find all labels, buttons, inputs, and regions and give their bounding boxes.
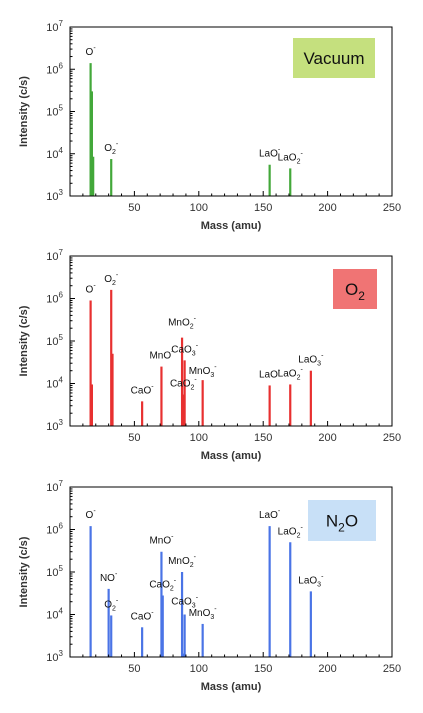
x-axis-label: Mass (amu) xyxy=(201,220,262,232)
peak-label: LaO2- xyxy=(278,366,304,381)
x-axis-label: Mass (amu) xyxy=(201,450,262,462)
y-tick-label: 106 xyxy=(46,522,63,537)
peak-label: LaO- xyxy=(259,367,281,380)
x-tick-label: 250 xyxy=(383,663,401,675)
y-tick-label: 107 xyxy=(46,248,63,263)
condition-box xyxy=(308,500,376,541)
peak-label: MnO3- xyxy=(189,606,218,621)
peak-label: MnO- xyxy=(149,349,174,362)
peak-label: CaO3- xyxy=(171,595,198,610)
peak-label: CaO2- xyxy=(170,377,197,392)
peak-label: O- xyxy=(86,45,97,58)
y-axis-label: Intensity (c/s) xyxy=(18,305,30,376)
x-tick-label: 200 xyxy=(318,663,336,675)
y-tick-label: 105 xyxy=(46,104,63,119)
x-tick-label: 150 xyxy=(254,202,272,214)
peak-label: MnO3- xyxy=(189,364,218,379)
panel-1: 103 104 105 106 107 50 100 150 200 250 Mass (amu) I… xyxy=(18,19,401,232)
condition-label: Vacuum xyxy=(303,49,364,68)
y-tick-label: 107 xyxy=(46,19,63,34)
y-tick-label: 103 xyxy=(46,418,63,433)
x-tick-label: 100 xyxy=(190,663,208,675)
peak-label: LaO3- xyxy=(298,573,324,588)
y-tick-label: 106 xyxy=(46,61,63,76)
y-axis-label: Intensity (c/s) xyxy=(18,76,30,147)
y-tick-label: 105 xyxy=(46,333,63,348)
peak-label: LaO3- xyxy=(298,353,324,368)
peak-label: MnO2- xyxy=(168,316,197,331)
x-tick-label: 250 xyxy=(383,432,401,444)
y-axis-label: Intensity (c/s) xyxy=(18,536,30,607)
peak-label: NO- xyxy=(100,571,118,584)
peak-label: LaO2- xyxy=(278,524,304,539)
peak-label: LaO2- xyxy=(278,150,304,165)
y-tick-label: 104 xyxy=(46,376,63,391)
peak-label: CaO- xyxy=(131,383,155,396)
x-tick-label: 100 xyxy=(190,432,208,444)
x-tick-label: 100 xyxy=(190,202,208,214)
peak-label: O2- xyxy=(104,597,119,612)
peak-label: LaO- xyxy=(259,147,281,160)
condition-box xyxy=(293,38,375,78)
x-tick-label: 50 xyxy=(128,202,140,214)
peak-label: CaO3- xyxy=(171,342,198,357)
y-tick-label: 104 xyxy=(46,146,63,161)
peak-label: O- xyxy=(86,508,97,521)
y-tick-label: 103 xyxy=(46,649,63,664)
panel-3: 103 104 105 106 107 50 100 150 200 250 Mass (amu) I… xyxy=(18,479,401,693)
y-tick-label: 107 xyxy=(46,479,63,494)
y-tick-label: 106 xyxy=(46,291,63,306)
y-tick-label: 105 xyxy=(46,564,63,579)
peak-label: O- xyxy=(86,282,97,295)
peak-label: MnO2- xyxy=(168,554,197,569)
x-tick-label: 50 xyxy=(128,663,140,675)
peak-label: CaO- xyxy=(131,609,155,622)
peak-label: CaO2- xyxy=(149,577,176,592)
x-tick-label: 200 xyxy=(318,432,336,444)
peak-label: LaO- xyxy=(259,508,281,521)
y-tick-label: 103 xyxy=(46,188,63,203)
x-tick-label: 50 xyxy=(128,432,140,444)
x-tick-label: 150 xyxy=(254,432,272,444)
peak-label: MnO- xyxy=(149,534,174,547)
condition-label: O2 xyxy=(345,280,365,303)
x-tick-label: 250 xyxy=(383,202,401,214)
y-tick-label: 104 xyxy=(46,607,63,622)
x-axis-label: Mass (amu) xyxy=(201,681,262,693)
condition-box xyxy=(333,269,377,309)
peak-label: O2- xyxy=(104,272,119,287)
condition-label: N2O xyxy=(326,512,358,535)
panel-2: 103 104 105 106 107 50 100 150 200 250 Mass (amu) I… xyxy=(18,248,401,462)
x-tick-label: 150 xyxy=(254,663,272,675)
x-tick-label: 200 xyxy=(318,202,336,214)
peak-label: O2- xyxy=(104,141,119,156)
